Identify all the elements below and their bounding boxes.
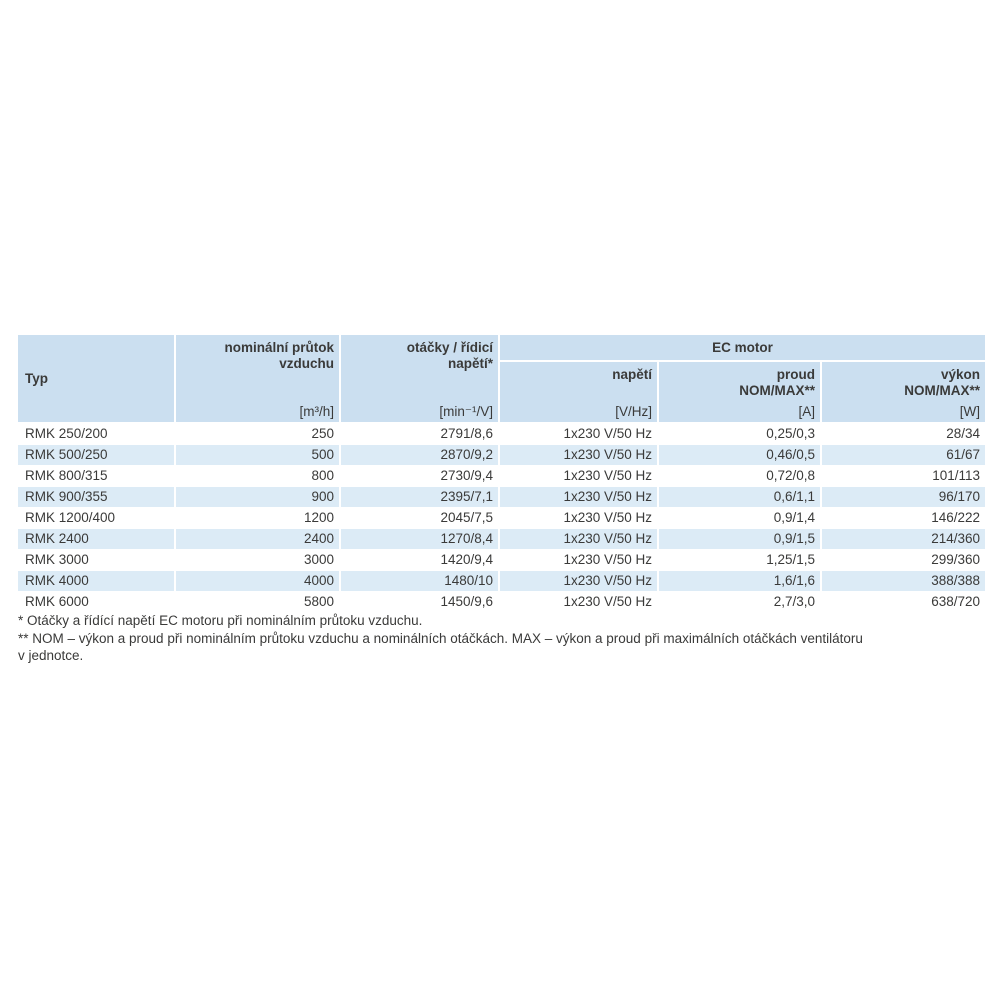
cell-current: 0,9/1,5 [659, 529, 822, 549]
cell-current: 0,6/1,1 [659, 487, 822, 507]
cell-power: 101/113 [822, 466, 985, 486]
cell-current: 0,46/0,5 [659, 445, 822, 465]
ec-motor-subcolumns: napětí [V/Hz] proud NOM/MAX** [A] výkon … [500, 362, 985, 422]
spec-table: Typ nominální průtok vzduchu [m³/h] otáč… [18, 335, 985, 613]
cell-rpm: 1480/10 [341, 571, 500, 591]
table-row: RMK 800/315 800 2730/9,4 1x230 V/50 Hz 0… [18, 466, 985, 486]
cell-power: 96/170 [822, 487, 985, 507]
cell-typ: RMK 6000 [18, 592, 176, 612]
col-header-flow: nominální průtok vzduchu [m³/h] [176, 335, 341, 422]
col-header-rpm-label: otáčky / řídicí napětí* [406, 340, 493, 371]
col-header-flow-unit: [m³/h] [299, 404, 334, 419]
footnote-2: ** NOM – výkon a proud při nominálním pr… [18, 630, 863, 664]
cell-flow: 5800 [176, 592, 341, 612]
ec-motor-group-label: EC motor [500, 335, 985, 360]
cell-rpm: 2730/9,4 [341, 466, 500, 486]
col-header-voltage-label: napětí [612, 367, 652, 382]
cell-typ: RMK 2400 [18, 529, 176, 549]
cell-flow: 250 [176, 424, 341, 444]
table-row: RMK 250/200 250 2791/8,6 1x230 V/50 Hz 0… [18, 424, 985, 444]
table-row: RMK 3000 3000 1420/9,4 1x230 V/50 Hz 1,2… [18, 550, 985, 570]
col-header-current-unit: [A] [798, 404, 815, 419]
cell-typ: RMK 3000 [18, 550, 176, 570]
cell-power: 28/34 [822, 424, 985, 444]
footnote-1: * Otáčky a řídící napětí EC motoru při n… [18, 613, 423, 628]
cell-voltage: 1x230 V/50 Hz [500, 424, 659, 444]
cell-current: 0,25/0,3 [659, 424, 822, 444]
cell-rpm: 2870/9,2 [341, 445, 500, 465]
cell-current: 0,9/1,4 [659, 508, 822, 528]
cell-power: 638/720 [822, 592, 985, 612]
cell-flow: 2400 [176, 529, 341, 549]
col-header-voltage-unit: [V/Hz] [615, 404, 652, 419]
cell-voltage: 1x230 V/50 Hz [500, 466, 659, 486]
cell-flow: 4000 [176, 571, 341, 591]
table-row: RMK 900/355 900 2395/7,1 1x230 V/50 Hz 0… [18, 487, 985, 507]
col-header-rpm: otáčky / řídicí napětí* [min⁻¹/V] [341, 335, 500, 422]
cell-rpm: 2791/8,6 [341, 424, 500, 444]
cell-voltage: 1x230 V/50 Hz [500, 445, 659, 465]
cell-flow: 500 [176, 445, 341, 465]
table-row: RMK 500/250 500 2870/9,2 1x230 V/50 Hz 0… [18, 445, 985, 465]
cell-rpm: 2045/7,5 [341, 508, 500, 528]
footnotes: * Otáčky a řídící napětí EC motoru při n… [18, 612, 987, 665]
cell-flow: 800 [176, 466, 341, 486]
cell-power: 146/222 [822, 508, 985, 528]
table-row: RMK 1200/400 1200 2045/7,5 1x230 V/50 Hz… [18, 508, 985, 528]
cell-voltage: 1x230 V/50 Hz [500, 550, 659, 570]
col-header-current-label: proud NOM/MAX** [739, 367, 815, 398]
cell-voltage: 1x230 V/50 Hz [500, 487, 659, 507]
cell-power: 61/67 [822, 445, 985, 465]
cell-flow: 900 [176, 487, 341, 507]
col-header-flow-label: nominální průtok vzduchu [224, 340, 335, 371]
cell-rpm: 1420/9,4 [341, 550, 500, 570]
cell-current: 1,6/1,6 [659, 571, 822, 591]
table-row: RMK 4000 4000 1480/10 1x230 V/50 Hz 1,6/… [18, 571, 985, 591]
col-header-typ-label: Typ [25, 371, 48, 386]
cell-power: 214/360 [822, 529, 985, 549]
table-row: RMK 2400 2400 1270/8,4 1x230 V/50 Hz 0,9… [18, 529, 985, 549]
cell-flow: 3000 [176, 550, 341, 570]
col-header-rpm-unit: [min⁻¹/V] [439, 404, 493, 419]
cell-typ: RMK 4000 [18, 571, 176, 591]
table-body: RMK 250/200 250 2791/8,6 1x230 V/50 Hz 0… [18, 424, 985, 612]
cell-voltage: 1x230 V/50 Hz [500, 508, 659, 528]
cell-typ: RMK 1200/400 [18, 508, 176, 528]
table-row: RMK 6000 5800 1450/9,6 1x230 V/50 Hz 2,7… [18, 592, 985, 612]
cell-current: 0,72/0,8 [659, 466, 822, 486]
cell-rpm: 1450/9,6 [341, 592, 500, 612]
cell-flow: 1200 [176, 508, 341, 528]
cell-current: 1,25/1,5 [659, 550, 822, 570]
cell-power: 299/360 [822, 550, 985, 570]
cell-current: 2,7/3,0 [659, 592, 822, 612]
col-header-typ: Typ [18, 335, 176, 422]
cell-voltage: 1x230 V/50 Hz [500, 592, 659, 612]
cell-typ: RMK 250/200 [18, 424, 176, 444]
col-header-power-unit: [W] [959, 404, 980, 419]
cell-rpm: 1270/8,4 [341, 529, 500, 549]
table-header: Typ nominální průtok vzduchu [m³/h] otáč… [18, 335, 985, 422]
cell-power: 388/388 [822, 571, 985, 591]
cell-voltage: 1x230 V/50 Hz [500, 571, 659, 591]
cell-typ: RMK 900/355 [18, 487, 176, 507]
col-header-current: proud NOM/MAX** [A] [659, 362, 822, 422]
cell-rpm: 2395/7,1 [341, 487, 500, 507]
col-header-power-label: výkon NOM/MAX** [904, 367, 980, 398]
cell-voltage: 1x230 V/50 Hz [500, 529, 659, 549]
col-header-voltage: napětí [V/Hz] [500, 362, 659, 422]
ec-motor-group: EC motor napětí [V/Hz] proud NOM/MAX** [… [500, 335, 985, 422]
col-header-power: výkon NOM/MAX** [W] [822, 362, 985, 422]
cell-typ: RMK 800/315 [18, 466, 176, 486]
cell-typ: RMK 500/250 [18, 445, 176, 465]
